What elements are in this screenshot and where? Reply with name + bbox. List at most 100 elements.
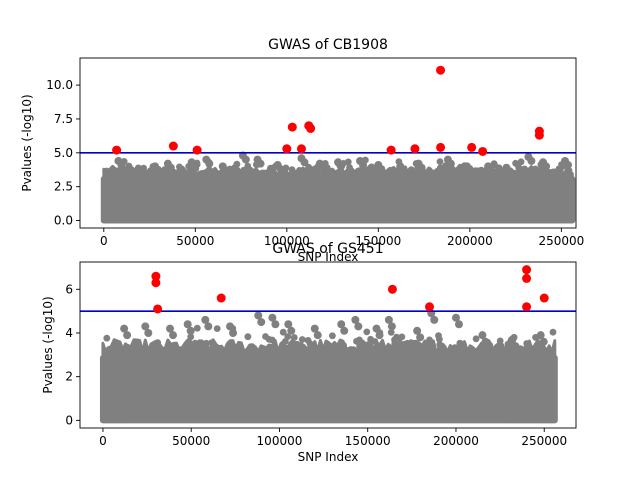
x-tick-label: 250000 [538, 234, 584, 248]
snp-point-peak [454, 320, 463, 329]
plot-area [80, 65, 576, 224]
snp-point [365, 341, 372, 348]
snp-point [179, 169, 186, 177]
snp-point-peak [141, 322, 150, 331]
snp-point-peak [539, 337, 548, 346]
snp-point [375, 345, 382, 353]
snp-point [329, 332, 336, 340]
x-tick-label: 200000 [447, 234, 493, 248]
snp-point-peak [372, 324, 381, 333]
significant-snp-point [216, 293, 226, 303]
significant-snp-point [539, 293, 549, 303]
x-tick-label: 100000 [257, 434, 303, 448]
snp-point-peak [254, 311, 263, 320]
snp-point [226, 343, 233, 351]
snp-point-peak [205, 159, 214, 168]
significant-snp-point [467, 142, 477, 152]
snp-point-peak [120, 324, 129, 333]
axes-frame [79, 57, 577, 229]
snp-point [350, 346, 357, 353]
snp-point [247, 166, 254, 174]
snp-point [387, 329, 395, 336]
x-tick-label: 200000 [433, 434, 479, 448]
snp-point [426, 336, 433, 344]
snp-point [356, 343, 363, 350]
snp-point-peak [417, 163, 426, 172]
snp-point [356, 336, 363, 344]
snp-point [367, 164, 374, 172]
snp-point-peak [337, 320, 346, 329]
subplot-1: 0 50000 100000 150000 200000 250000 0.0 2.5 5.0 7… [20, 37, 584, 264]
snp-point-peak [430, 315, 439, 324]
snp-point [102, 169, 110, 177]
snp-point [157, 346, 165, 354]
snp-point-peak [375, 331, 384, 340]
y-axis-label: Pvalues (-log10) [41, 296, 55, 393]
snp-point [106, 346, 114, 353]
snp-point-peak [478, 331, 487, 340]
snp-point [337, 346, 345, 353]
snp-point [299, 343, 307, 351]
snp-point [235, 346, 243, 354]
snp-point [526, 166, 534, 174]
snp-point-peak [481, 337, 490, 346]
snp-point [532, 165, 539, 173]
snp-point-peak [505, 167, 514, 176]
y-tick-label: 0 [65, 413, 73, 427]
snp-point [283, 345, 290, 352]
snp-point [154, 339, 162, 347]
snp-point [496, 337, 504, 345]
snp-point [119, 167, 127, 175]
snp-point [191, 339, 199, 347]
significant-snp-point [522, 265, 532, 275]
significant-snp-point [410, 144, 420, 154]
x-tick-label: 250000 [521, 434, 567, 448]
snp-point [439, 169, 447, 177]
snp-point [549, 328, 557, 336]
y-tick-label: 10.0 [46, 78, 73, 92]
snp-point [284, 333, 292, 340]
snp-point [290, 334, 298, 341]
x-axis-label: SNP Index [298, 250, 359, 264]
snp-point [296, 167, 303, 174]
snp-point-peak [276, 165, 285, 174]
snp-point-peak [257, 318, 266, 327]
snp-point-peak [256, 159, 265, 168]
significant-snp-point [151, 271, 161, 281]
snp-point-peak [310, 324, 319, 333]
snp-point [539, 169, 547, 177]
snp-point [298, 336, 306, 343]
y-tick-label: 4 [65, 326, 73, 340]
snp-point [404, 339, 411, 347]
snp-point [134, 164, 142, 172]
snp-point [187, 333, 195, 341]
snp-point [436, 158, 444, 166]
snp-point-peak [377, 165, 386, 174]
snp-point [239, 169, 246, 177]
snp-point-peak [511, 342, 520, 351]
significant-snp-point [306, 123, 316, 133]
snp-point [411, 168, 419, 176]
plot-area [80, 265, 576, 424]
x-tick-label: 50000 [172, 434, 210, 448]
snp-point [185, 339, 193, 346]
snp-point [258, 169, 266, 177]
significant-snp-point [522, 302, 532, 312]
significant-snp-point [192, 145, 202, 155]
snp-point [279, 328, 287, 336]
significant-snp-point [153, 304, 163, 314]
snp-point [515, 164, 523, 172]
significant-snp-point [522, 273, 532, 283]
significant-snp-point [287, 122, 297, 132]
x-tick-label: 0 [100, 234, 108, 248]
snp-point-peak [123, 331, 132, 340]
snp-point [208, 169, 216, 177]
snp-point-peak [201, 315, 210, 324]
snp-point [176, 163, 183, 171]
snp-point [247, 346, 255, 354]
axes-frame [79, 261, 577, 429]
snp-point-peak [399, 166, 408, 175]
snp-point-peak [446, 159, 455, 168]
snp-point-peak [508, 335, 517, 344]
snp-point-peak [204, 322, 213, 331]
